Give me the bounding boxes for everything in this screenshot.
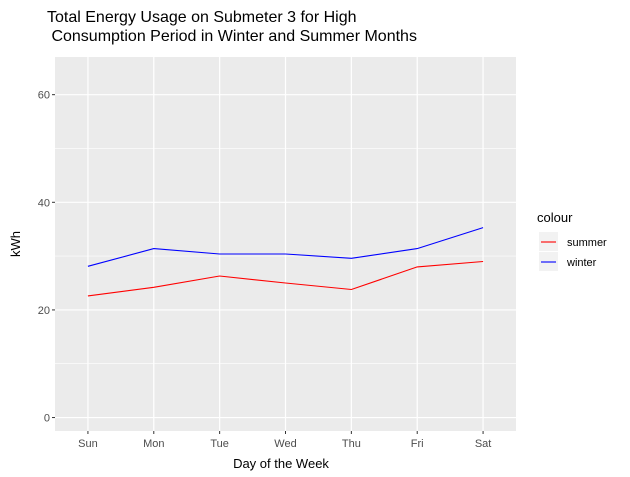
x-axis-ticks: Sun Mon Tue Wed Thu Fri Sat — [78, 431, 491, 450]
y-tick-label: 40 — [38, 197, 50, 209]
legend: colour summer winter — [537, 210, 607, 271]
chart-title-line-2: Consumption Period in Winter and Summer … — [47, 28, 417, 45]
legend-label-summer: summer — [567, 237, 607, 249]
series-line-summer — [87, 260, 484, 297]
x-tick-label: Tue — [210, 438, 229, 450]
x-tick-label: Thu — [342, 438, 361, 450]
x-tick-label: Mon — [143, 438, 164, 450]
y-tick-label: 0 — [44, 413, 50, 425]
legend-title: colour — [537, 210, 573, 225]
series-line-winter — [87, 227, 484, 267]
x-tick-label: Wed — [274, 438, 296, 450]
y-axis-ticks: 0 20 40 60 — [38, 90, 55, 425]
y-tick-label: 20 — [38, 305, 50, 317]
y-tick-label: 60 — [38, 90, 50, 102]
series-lines — [87, 227, 484, 297]
x-tick-label: Fri — [411, 438, 424, 450]
chart-title-line-1: Total Energy Usage on Submeter 3 for Hig… — [47, 9, 357, 26]
x-tick-label: Sun — [78, 438, 98, 450]
grid-lines — [55, 57, 516, 431]
x-axis-title: Day of the Week — [233, 456, 329, 471]
legend-label-winter: winter — [566, 257, 597, 269]
x-tick-label: Sat — [475, 438, 492, 450]
y-axis-title: kWh — [8, 231, 23, 257]
